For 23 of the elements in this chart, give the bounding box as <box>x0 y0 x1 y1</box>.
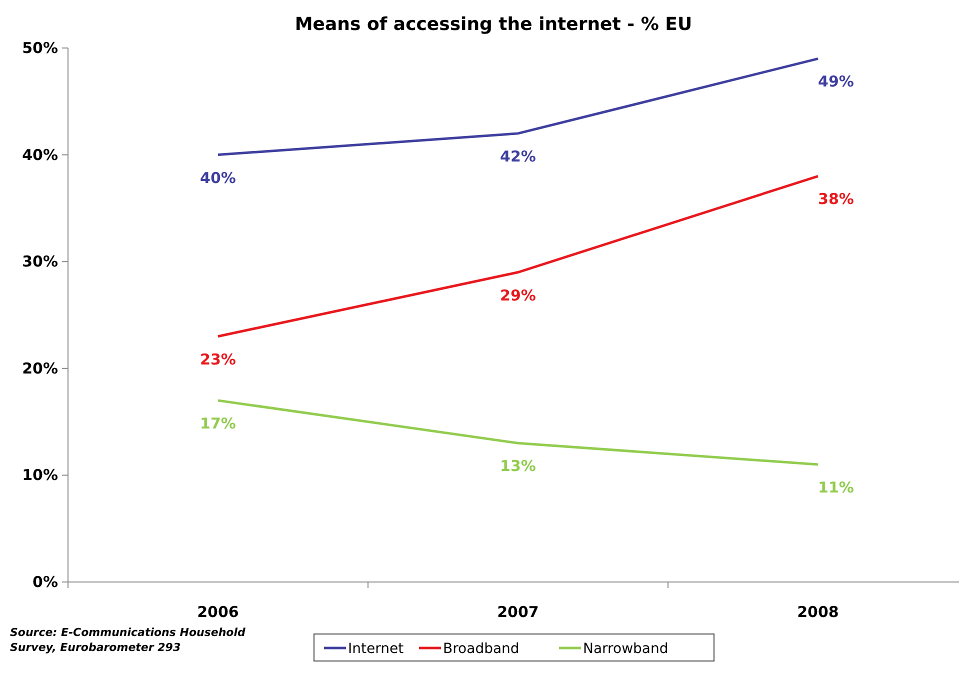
y-tick-label: 30% <box>22 252 58 271</box>
source-note: Source: E-Communications Household Survey, Eurobarometer 293 <box>10 626 246 654</box>
data-label: 11% <box>818 478 854 497</box>
data-label: 17% <box>200 414 236 432</box>
x-tick-label: 2007 <box>497 603 539 621</box>
legend-label: Narrowband <box>583 641 668 657</box>
y-tick-label: 50% <box>22 39 58 57</box>
data-label: 38% <box>818 190 854 208</box>
x-tick-label: 2008 <box>797 603 839 621</box>
legend-label: Broadband <box>443 641 520 657</box>
y-tick-label: 10% <box>22 466 58 484</box>
x-tick-label: 2006 <box>197 603 239 621</box>
data-label: 49% <box>818 72 854 91</box>
data-label: 13% <box>500 457 536 476</box>
legend-label: Internet <box>348 641 404 657</box>
data-label: 29% <box>500 286 536 304</box>
y-tick-label: 0% <box>32 573 58 591</box>
chart-title: Means of accessing the internet - % EU <box>294 14 692 35</box>
y-tick-label: 20% <box>22 359 58 378</box>
data-label: 40% <box>200 168 236 187</box>
data-label: 42% <box>500 147 536 166</box>
y-tick-label: 40% <box>22 146 58 164</box>
data-label: 23% <box>200 350 236 368</box>
